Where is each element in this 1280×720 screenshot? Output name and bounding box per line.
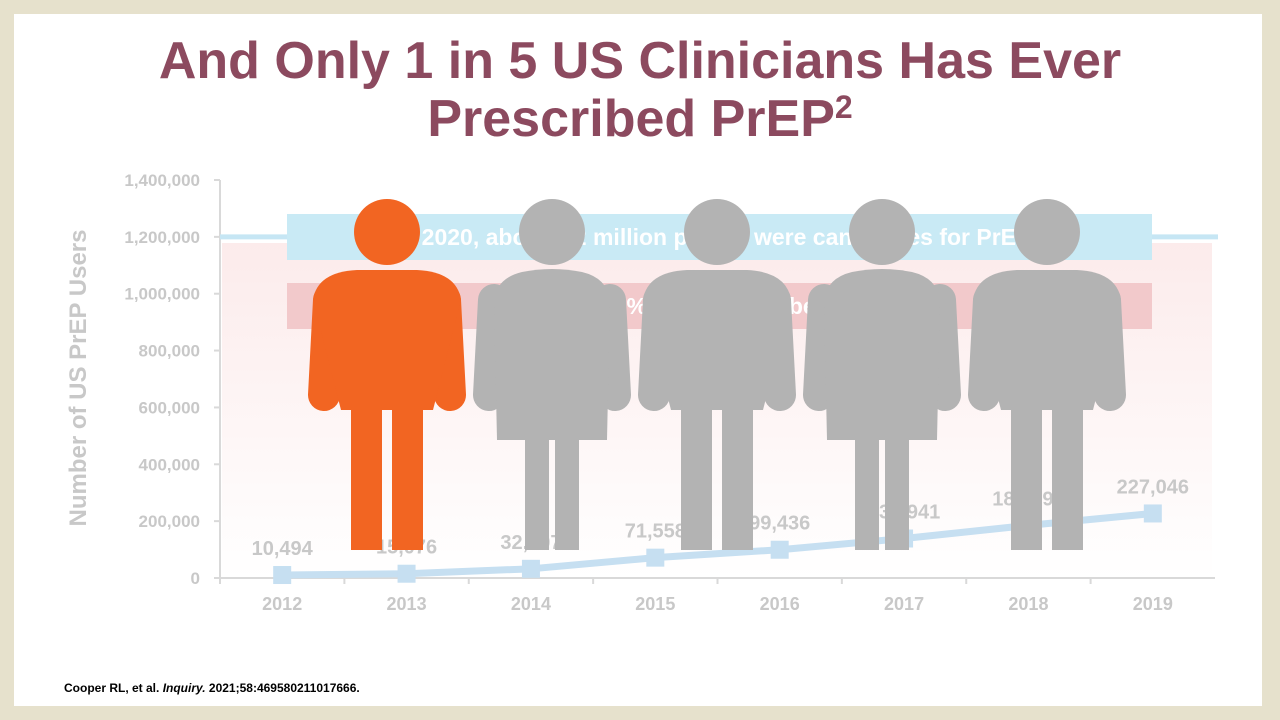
title-line: Prescribed PrEP bbox=[427, 90, 835, 148]
x-tick-label: 2016 bbox=[760, 594, 800, 614]
footnote-authors: Cooper RL, et al. bbox=[64, 681, 163, 695]
man-icon bbox=[638, 199, 796, 550]
dress bbox=[494, 269, 610, 440]
data-point bbox=[770, 540, 789, 559]
head bbox=[684, 199, 750, 265]
head bbox=[354, 199, 420, 265]
leg bbox=[1011, 400, 1042, 550]
woman-icon bbox=[473, 199, 631, 550]
title-line: And Only 1 in 5 US Clinicians Has Ever bbox=[159, 32, 1121, 90]
y-tick-label: 400,000 bbox=[139, 455, 200, 474]
y-tick-label: 800,000 bbox=[139, 342, 200, 361]
leg bbox=[722, 400, 753, 550]
arm bbox=[803, 284, 840, 411]
x-tick-label: 2017 bbox=[884, 594, 924, 614]
head bbox=[519, 199, 585, 265]
y-tick-label: 0 bbox=[191, 569, 200, 588]
data-label: 99,436 bbox=[749, 513, 810, 535]
data-point bbox=[646, 548, 665, 567]
x-tick-label: 2014 bbox=[511, 594, 551, 614]
series-line bbox=[282, 509, 1154, 579]
x-tick-label: 2015 bbox=[635, 594, 675, 614]
y-tick-label: 1,200,000 bbox=[124, 228, 200, 247]
head bbox=[849, 199, 915, 265]
x-tick-label: 2018 bbox=[1008, 594, 1048, 614]
torso bbox=[973, 270, 1121, 410]
data-label: 10,494 bbox=[252, 538, 314, 560]
footnote-citation: 2021;58:469580211017666. bbox=[206, 681, 360, 695]
torso bbox=[313, 270, 461, 410]
dress bbox=[824, 269, 940, 440]
torso bbox=[643, 270, 791, 410]
arm bbox=[473, 284, 510, 411]
leg bbox=[885, 430, 909, 550]
footnote: Cooper RL, et al. Inquiry. 2021;58:46958… bbox=[64, 681, 360, 695]
x-tick-label: 2012 bbox=[262, 594, 302, 614]
data-label: 227,046 bbox=[1117, 476, 1189, 498]
title: And Only 1 in 5 US Clinicians Has Ever Pr… bbox=[159, 32, 1121, 148]
data-point bbox=[521, 559, 540, 578]
leg bbox=[351, 400, 382, 550]
y-tick-label: 1,400,000 bbox=[124, 171, 200, 190]
arm bbox=[924, 284, 961, 411]
y-tick-label: 600,000 bbox=[139, 398, 200, 417]
y-axis-label: Number of US PrEP Users bbox=[65, 230, 92, 527]
man-icon bbox=[308, 199, 466, 550]
data-point bbox=[1143, 504, 1162, 523]
people-icons bbox=[308, 199, 1126, 550]
data-point bbox=[273, 566, 292, 585]
head bbox=[1014, 199, 1080, 265]
footnote-journal: Inquiry. bbox=[163, 681, 206, 695]
x-tick-label: 2019 bbox=[1133, 594, 1173, 614]
data-label: 71,558 bbox=[625, 521, 686, 543]
leg bbox=[525, 430, 549, 550]
woman-icon bbox=[803, 199, 961, 550]
man-icon bbox=[968, 199, 1126, 550]
leg bbox=[855, 430, 879, 550]
y-tick-label: 1,000,000 bbox=[124, 285, 200, 304]
leg bbox=[555, 430, 579, 550]
arm bbox=[594, 284, 631, 411]
leg bbox=[392, 400, 423, 550]
x-tick-label: 2013 bbox=[387, 594, 427, 614]
y-tick-label: 200,000 bbox=[139, 512, 200, 531]
title-superscript: 2 bbox=[835, 89, 853, 125]
data-point bbox=[397, 564, 416, 583]
leg bbox=[681, 400, 712, 550]
leg bbox=[1052, 400, 1083, 550]
